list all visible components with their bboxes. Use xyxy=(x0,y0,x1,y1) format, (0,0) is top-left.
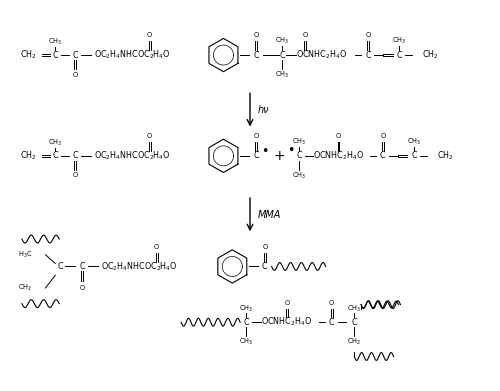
Text: $\mathregular{OCNHC_2H_4O}$: $\mathregular{OCNHC_2H_4O}$ xyxy=(313,150,364,162)
Text: $\mathregular{CH_2}$: $\mathregular{CH_2}$ xyxy=(347,337,362,347)
Text: $\mathregular{CH_3}$: $\mathregular{CH_3}$ xyxy=(48,37,62,47)
Text: C: C xyxy=(72,151,78,160)
Text: $\mathregular{OC_2H_4NHCOC_2H_4O}$: $\mathregular{OC_2H_4NHCOC_2H_4O}$ xyxy=(100,260,177,273)
Text: O: O xyxy=(380,133,386,139)
Text: C: C xyxy=(380,151,386,160)
Text: $\mathregular{OCNHC_2H_4O}$: $\mathregular{OCNHC_2H_4O}$ xyxy=(261,316,312,328)
Text: C: C xyxy=(329,318,334,327)
Text: C: C xyxy=(253,50,258,59)
Text: O: O xyxy=(329,300,334,306)
Text: C: C xyxy=(253,151,258,160)
Text: O: O xyxy=(254,32,258,38)
Text: $\mathregular{CH_3}$: $\mathregular{CH_3}$ xyxy=(292,137,306,147)
Text: C: C xyxy=(52,50,58,59)
Text: •: • xyxy=(286,144,294,158)
Text: $\mathregular{CH_3}$: $\mathregular{CH_3}$ xyxy=(347,303,362,314)
Text: C: C xyxy=(280,50,285,59)
Text: C: C xyxy=(296,151,302,160)
Text: C: C xyxy=(58,262,63,271)
Text: O: O xyxy=(147,133,152,139)
Text: O: O xyxy=(336,133,341,139)
Text: C: C xyxy=(412,151,417,160)
Text: $\mathregular{CH_3}$: $\mathregular{CH_3}$ xyxy=(276,70,289,80)
Text: $\mathregular{CH_2}$: $\mathregular{CH_2}$ xyxy=(20,150,36,162)
Text: $\mathregular{OC_2H_4NHCOC_2H_4O}$: $\mathregular{OC_2H_4NHCOC_2H_4O}$ xyxy=(94,49,170,61)
Text: O: O xyxy=(254,133,258,139)
Text: O: O xyxy=(366,32,370,38)
Text: C: C xyxy=(72,50,78,59)
Text: $\mathregular{CH_3}$: $\mathregular{CH_3}$ xyxy=(407,137,422,147)
Text: $\mathregular{CH_3}$: $\mathregular{CH_3}$ xyxy=(239,303,253,314)
Text: O: O xyxy=(262,244,268,250)
Text: C: C xyxy=(365,50,371,59)
Text: $\mathregular{H_3C}$: $\mathregular{H_3C}$ xyxy=(18,249,32,260)
Text: $\mathregular{CH_2}$: $\mathregular{CH_2}$ xyxy=(20,49,36,61)
Text: $\mathregular{CH_3}$: $\mathregular{CH_3}$ xyxy=(276,36,289,47)
Text: hν: hν xyxy=(258,105,270,115)
Text: O: O xyxy=(302,32,308,38)
Text: O: O xyxy=(147,32,152,38)
Text: $\mathregular{OC_2H_4NHCOC_2H_4O}$: $\mathregular{OC_2H_4NHCOC_2H_4O}$ xyxy=(94,150,170,162)
Text: MMA: MMA xyxy=(258,210,281,220)
Text: O: O xyxy=(72,172,78,178)
Text: C: C xyxy=(396,50,402,59)
Text: +: + xyxy=(274,149,285,163)
Text: $\mathregular{CH_2}$: $\mathregular{CH_2}$ xyxy=(437,150,454,162)
Text: $\mathregular{OCNHC_2H_4O}$: $\mathregular{OCNHC_2H_4O}$ xyxy=(296,49,347,61)
Text: C: C xyxy=(262,262,268,271)
Text: C: C xyxy=(244,318,249,327)
Text: C: C xyxy=(52,151,58,160)
Text: $\mathregular{CH_2}$: $\mathregular{CH_2}$ xyxy=(18,283,32,293)
Text: C: C xyxy=(352,318,357,327)
Text: $\mathregular{CH_2}$: $\mathregular{CH_2}$ xyxy=(422,49,439,61)
Text: $\mathregular{CH_3}$: $\mathregular{CH_3}$ xyxy=(292,170,306,181)
Text: O: O xyxy=(154,244,159,250)
Text: $\mathregular{CH_3}$: $\mathregular{CH_3}$ xyxy=(392,36,406,47)
Text: $\mathregular{CH_3}$: $\mathregular{CH_3}$ xyxy=(48,138,62,148)
Text: O: O xyxy=(72,72,78,78)
Text: O: O xyxy=(284,300,290,306)
Text: C: C xyxy=(79,262,84,271)
Text: •: • xyxy=(261,145,268,158)
Text: O: O xyxy=(79,285,84,291)
Text: $\mathregular{CH_3}$: $\mathregular{CH_3}$ xyxy=(239,337,253,347)
